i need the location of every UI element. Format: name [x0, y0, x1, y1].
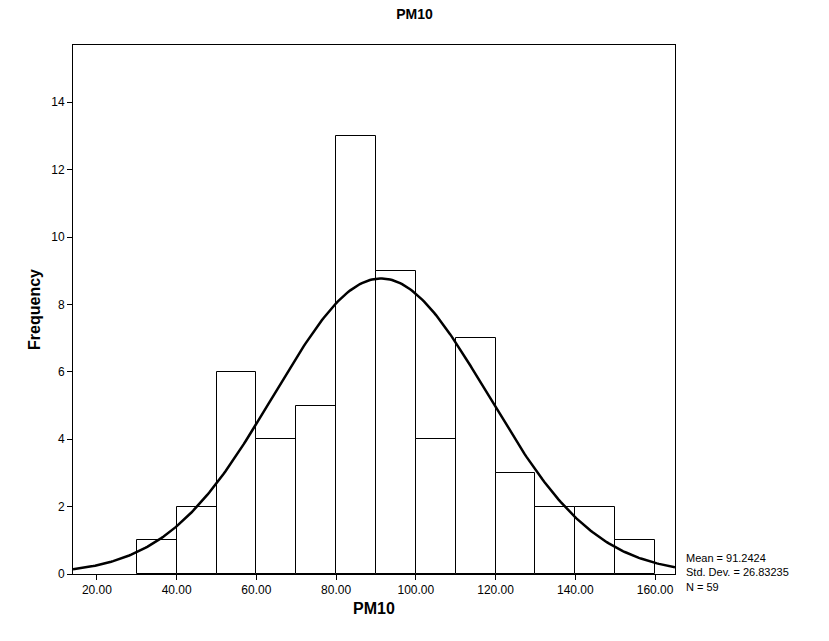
svg-text:PM10: PM10	[396, 6, 433, 22]
svg-text:12: 12	[51, 163, 65, 177]
svg-text:Mean = 91.2424Std. Dev. = 26.8: Mean = 91.2424Std. Dev. = 26.83235N = 59	[686, 552, 789, 593]
svg-text:14: 14	[51, 95, 65, 109]
svg-text:2: 2	[58, 500, 65, 514]
svg-text:4: 4	[58, 432, 65, 446]
svg-text:60.00: 60.00	[241, 583, 271, 597]
svg-text:160.00: 160.00	[637, 583, 674, 597]
svg-text:6: 6	[58, 365, 65, 379]
svg-text:Frequency: Frequency	[26, 269, 43, 350]
svg-text:80.00: 80.00	[321, 583, 351, 597]
svg-text:120.00: 120.00	[477, 583, 514, 597]
svg-text:100.00: 100.00	[398, 583, 435, 597]
svg-text:10: 10	[51, 230, 65, 244]
svg-text:40.00: 40.00	[162, 583, 192, 597]
svg-text:20.00: 20.00	[82, 583, 112, 597]
svg-text:140.00: 140.00	[557, 583, 594, 597]
svg-text:0: 0	[58, 567, 65, 581]
svg-text:8: 8	[58, 298, 65, 312]
svg-text:PM10: PM10	[353, 600, 395, 617]
